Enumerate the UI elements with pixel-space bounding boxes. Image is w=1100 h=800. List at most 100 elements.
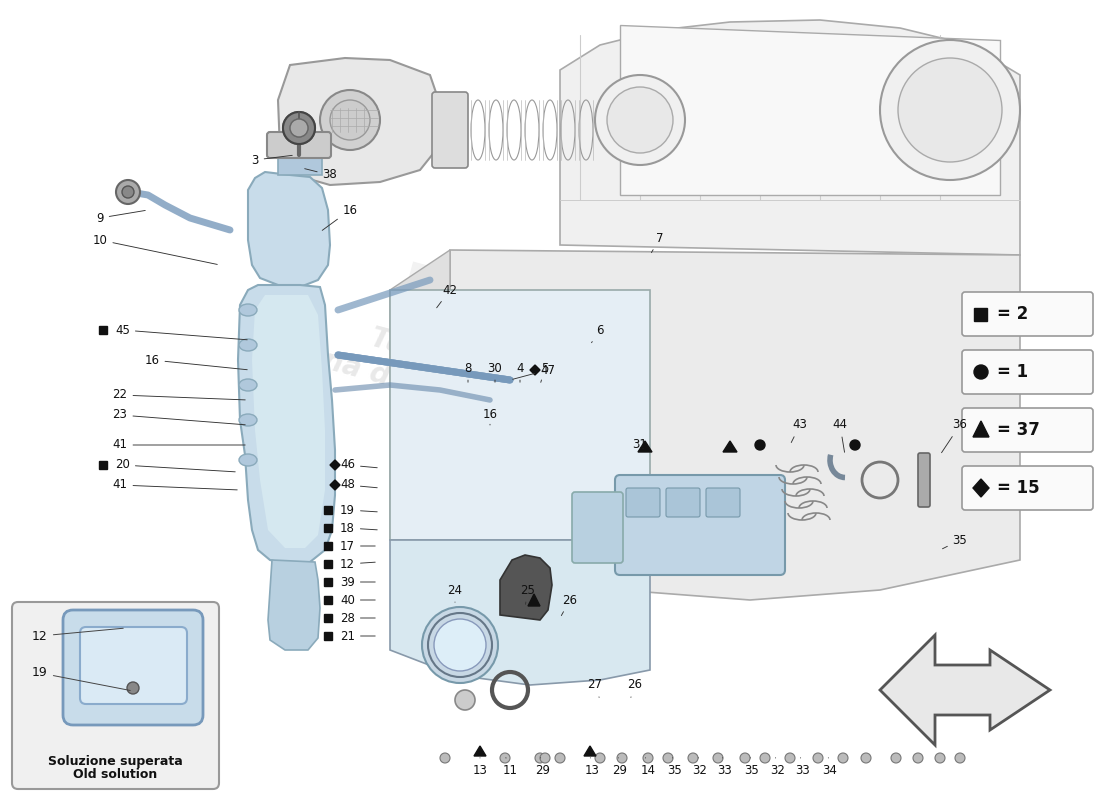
FancyBboxPatch shape xyxy=(80,627,187,704)
FancyBboxPatch shape xyxy=(432,92,468,168)
Text: 18: 18 xyxy=(340,522,377,534)
Text: FERRARI: FERRARI xyxy=(394,259,667,381)
Text: 33: 33 xyxy=(717,758,733,777)
Circle shape xyxy=(935,753,945,763)
Polygon shape xyxy=(528,594,540,606)
Text: Tutti i diritti riservati: Tutti i diritti riservati xyxy=(367,324,693,436)
Circle shape xyxy=(913,753,923,763)
Text: 32: 32 xyxy=(771,758,785,777)
Text: 16: 16 xyxy=(322,203,358,230)
Circle shape xyxy=(116,180,140,204)
Circle shape xyxy=(595,75,685,165)
Text: 22: 22 xyxy=(112,389,245,402)
Text: 46: 46 xyxy=(340,458,377,471)
Bar xyxy=(974,308,987,321)
Text: 29: 29 xyxy=(613,758,627,777)
FancyBboxPatch shape xyxy=(962,292,1093,336)
Polygon shape xyxy=(238,285,336,565)
Text: = 15: = 15 xyxy=(997,479,1040,497)
Text: 4: 4 xyxy=(516,362,524,382)
Circle shape xyxy=(290,119,308,137)
Text: 14: 14 xyxy=(640,758,656,777)
Circle shape xyxy=(955,753,965,763)
FancyBboxPatch shape xyxy=(962,408,1093,452)
Circle shape xyxy=(891,753,901,763)
Polygon shape xyxy=(474,746,486,756)
Text: 35: 35 xyxy=(745,758,759,777)
Circle shape xyxy=(290,119,308,137)
Text: 16: 16 xyxy=(144,354,248,370)
Text: 43: 43 xyxy=(791,418,807,442)
Circle shape xyxy=(740,753,750,763)
Circle shape xyxy=(126,682,139,694)
Circle shape xyxy=(595,753,605,763)
Polygon shape xyxy=(268,560,320,650)
FancyBboxPatch shape xyxy=(267,132,331,158)
Polygon shape xyxy=(390,250,450,540)
FancyBboxPatch shape xyxy=(572,492,623,563)
Circle shape xyxy=(535,753,544,763)
Circle shape xyxy=(540,753,550,763)
Text: 9: 9 xyxy=(97,210,145,225)
Circle shape xyxy=(838,753,848,763)
Polygon shape xyxy=(500,555,552,620)
Text: 41: 41 xyxy=(112,478,238,491)
Text: 19: 19 xyxy=(32,666,130,690)
Circle shape xyxy=(663,753,673,763)
Text: 24: 24 xyxy=(448,583,462,602)
Text: 30: 30 xyxy=(487,362,503,382)
Polygon shape xyxy=(974,479,989,497)
Polygon shape xyxy=(974,421,989,437)
Text: 16: 16 xyxy=(483,409,497,425)
Text: 20: 20 xyxy=(116,458,235,472)
Circle shape xyxy=(330,100,370,140)
Text: 13: 13 xyxy=(473,758,487,777)
Circle shape xyxy=(755,440,764,450)
Text: 12: 12 xyxy=(32,628,123,642)
Circle shape xyxy=(898,58,1002,162)
Circle shape xyxy=(500,753,510,763)
Text: = 37: = 37 xyxy=(997,421,1040,439)
Text: 44: 44 xyxy=(833,418,847,452)
Text: a pena di legge / All rights reserved: a pena di legge / All rights reserved xyxy=(255,329,805,501)
Text: 25: 25 xyxy=(520,583,536,604)
Polygon shape xyxy=(390,540,650,685)
Polygon shape xyxy=(620,25,1000,195)
Text: = 1: = 1 xyxy=(997,363,1028,381)
Text: 3: 3 xyxy=(251,154,293,166)
Text: 34: 34 xyxy=(823,758,837,777)
Text: 41: 41 xyxy=(112,438,245,451)
Circle shape xyxy=(283,112,315,144)
Text: 38: 38 xyxy=(305,169,338,182)
Circle shape xyxy=(880,40,1020,180)
Circle shape xyxy=(320,90,379,150)
Circle shape xyxy=(688,753,698,763)
Text: 26: 26 xyxy=(561,594,578,615)
Polygon shape xyxy=(278,58,442,185)
FancyBboxPatch shape xyxy=(706,488,740,517)
FancyBboxPatch shape xyxy=(962,466,1093,510)
Text: 29: 29 xyxy=(536,758,550,777)
Circle shape xyxy=(434,619,486,671)
Text: 26: 26 xyxy=(627,678,642,698)
Circle shape xyxy=(440,753,450,763)
Polygon shape xyxy=(450,250,1020,600)
Text: 12: 12 xyxy=(340,558,375,570)
Polygon shape xyxy=(252,295,324,548)
Circle shape xyxy=(455,690,475,710)
Text: 33: 33 xyxy=(795,758,811,777)
Polygon shape xyxy=(638,441,652,452)
Polygon shape xyxy=(530,365,540,375)
Text: 28: 28 xyxy=(340,611,375,625)
Text: 39: 39 xyxy=(340,575,375,589)
FancyBboxPatch shape xyxy=(918,453,930,507)
Ellipse shape xyxy=(239,304,257,316)
Text: 11: 11 xyxy=(503,758,517,777)
Text: 23: 23 xyxy=(112,409,245,425)
Circle shape xyxy=(617,753,627,763)
Polygon shape xyxy=(278,152,322,175)
Text: 8: 8 xyxy=(464,362,472,382)
FancyBboxPatch shape xyxy=(962,350,1093,394)
Text: = 2: = 2 xyxy=(997,305,1028,323)
Polygon shape xyxy=(584,746,596,756)
